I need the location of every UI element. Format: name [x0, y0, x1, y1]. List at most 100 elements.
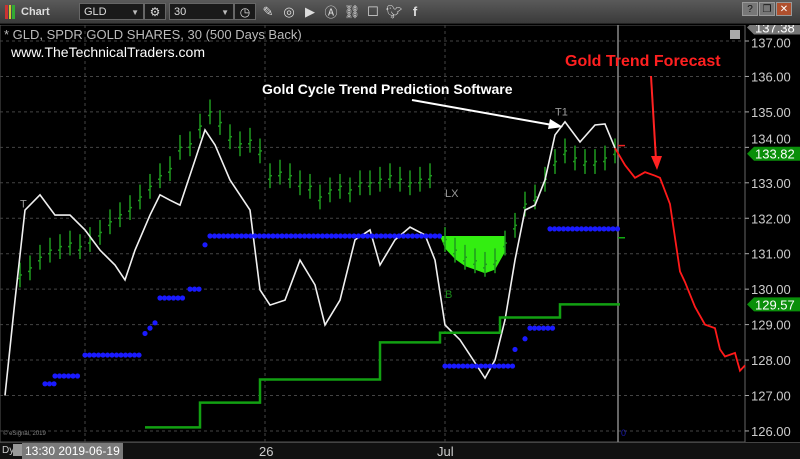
title-bar: Chart GLD ▼ ⚙ 30 ▼ ◷ ✎ ◎ ▶ Ⓐ ⛓ ☐ 🐦︎ f ? ❐ …	[0, 0, 800, 24]
x-tick-label: Jul	[437, 444, 454, 459]
support-dot	[157, 295, 163, 301]
support-dot	[220, 233, 227, 239]
support-dot	[478, 363, 484, 369]
y-tick-label: 127.00	[751, 389, 791, 404]
clock-icon: ◷	[239, 4, 251, 19]
support-dot	[261, 233, 267, 239]
support-dot	[592, 226, 598, 232]
price-bar	[48, 237, 52, 263]
lock-icon[interactable]	[13, 444, 22, 456]
support-dot	[560, 226, 567, 232]
support-dot	[61, 373, 67, 379]
signal-fill-area	[440, 235, 505, 274]
price-bar	[408, 170, 412, 196]
price-bar	[68, 230, 72, 256]
support-dot	[414, 233, 420, 239]
support-dot	[505, 363, 511, 369]
support-dot	[279, 233, 285, 239]
support-dot	[451, 363, 457, 369]
support-dot	[118, 352, 124, 358]
price-bar	[368, 170, 372, 196]
price-bar	[228, 124, 232, 150]
support-dot	[131, 352, 138, 358]
x-tick-label: 26	[259, 444, 274, 459]
facebook-icon[interactable]: f	[412, 4, 418, 19]
dyn-label[interactable]: Dyn	[2, 445, 20, 456]
symbol-select[interactable]: GLD ▼	[79, 3, 144, 20]
support-dot	[460, 363, 466, 369]
price-bar	[98, 220, 102, 245]
price-bar	[428, 163, 432, 189]
support-dot	[328, 233, 335, 239]
price-bar	[268, 163, 272, 189]
price-bar	[443, 227, 447, 252]
zero-label: 0	[621, 428, 626, 438]
interval-clock-button[interactable]: ◷	[234, 3, 256, 20]
support-dot	[614, 226, 621, 232]
support-dot	[500, 363, 507, 369]
support-dot	[283, 233, 290, 239]
support-dot	[56, 373, 63, 379]
support-dot	[396, 233, 402, 239]
price-chart[interactable]: 137.00 136.00 135.00 134.00 133.00 132.00 131.…	[0, 25, 800, 442]
price-tag: 133.82	[747, 146, 800, 162]
support-dot	[211, 233, 218, 239]
support-dot	[346, 233, 353, 239]
price-bar	[178, 134, 182, 160]
price-tag-label: 137.38	[755, 25, 795, 36]
support-dot	[70, 373, 76, 379]
price-bar	[78, 234, 82, 260]
chart-icon[interactable]: ◎	[283, 3, 295, 19]
support-dot	[288, 233, 294, 239]
y-tick-label: 136.00	[751, 69, 791, 84]
price-bar	[583, 149, 587, 174]
support-dot	[265, 233, 272, 239]
cycle-line	[4, 120, 616, 396]
price-bar	[138, 184, 142, 210]
price-bar	[493, 248, 497, 274]
alert-icon[interactable]: Ⓐ	[324, 5, 338, 20]
price-tag: 129.57	[747, 297, 800, 312]
support-dot	[527, 325, 533, 331]
support-dot	[187, 286, 193, 292]
support-dot	[95, 352, 102, 358]
twitter-icon[interactable]: 🐦︎	[385, 3, 403, 19]
price-bar	[258, 138, 262, 164]
symbol-settings-button[interactable]: ⚙	[144, 3, 166, 20]
play-icon[interactable]: ▶	[305, 3, 315, 19]
y-tick-label: 133.00	[751, 176, 791, 191]
comment-icon[interactable]: ☐	[367, 3, 379, 19]
close-button[interactable]: ✕	[776, 2, 792, 16]
support-dot	[270, 233, 276, 239]
support-dot	[391, 233, 398, 239]
help-button[interactable]: ?	[742, 2, 758, 16]
support-dot	[238, 233, 245, 239]
support-dot	[147, 325, 153, 331]
support-dot	[91, 352, 97, 358]
chevron-down-icon: ▼	[131, 8, 139, 17]
support-dot	[52, 373, 58, 379]
link-icon[interactable]: ⛓	[343, 3, 361, 19]
support-dot	[256, 233, 263, 239]
support-dot	[512, 346, 518, 353]
price-bar	[338, 173, 342, 199]
price-bar	[58, 234, 62, 260]
support-dot	[161, 295, 168, 301]
support-dot	[136, 352, 142, 358]
support-dot	[306, 233, 312, 239]
interval-select[interactable]: 30 ▼	[169, 3, 234, 20]
support-dot	[319, 233, 326, 239]
price-bar	[18, 262, 22, 288]
support-dot	[207, 233, 213, 239]
support-dot	[556, 226, 562, 232]
support-dot	[455, 363, 462, 369]
annotation-arrow-white	[411, 99, 559, 127]
price-bar	[238, 131, 242, 157]
support-dot	[216, 233, 222, 239]
support-dot	[605, 226, 612, 232]
support-dot	[387, 233, 393, 239]
support-dot	[100, 352, 106, 358]
restore-button[interactable]: ❐	[759, 2, 775, 16]
pencil-icon[interactable]: ✎	[262, 3, 274, 19]
cursor-time: 13:30 2019-06-19	[22, 443, 123, 459]
